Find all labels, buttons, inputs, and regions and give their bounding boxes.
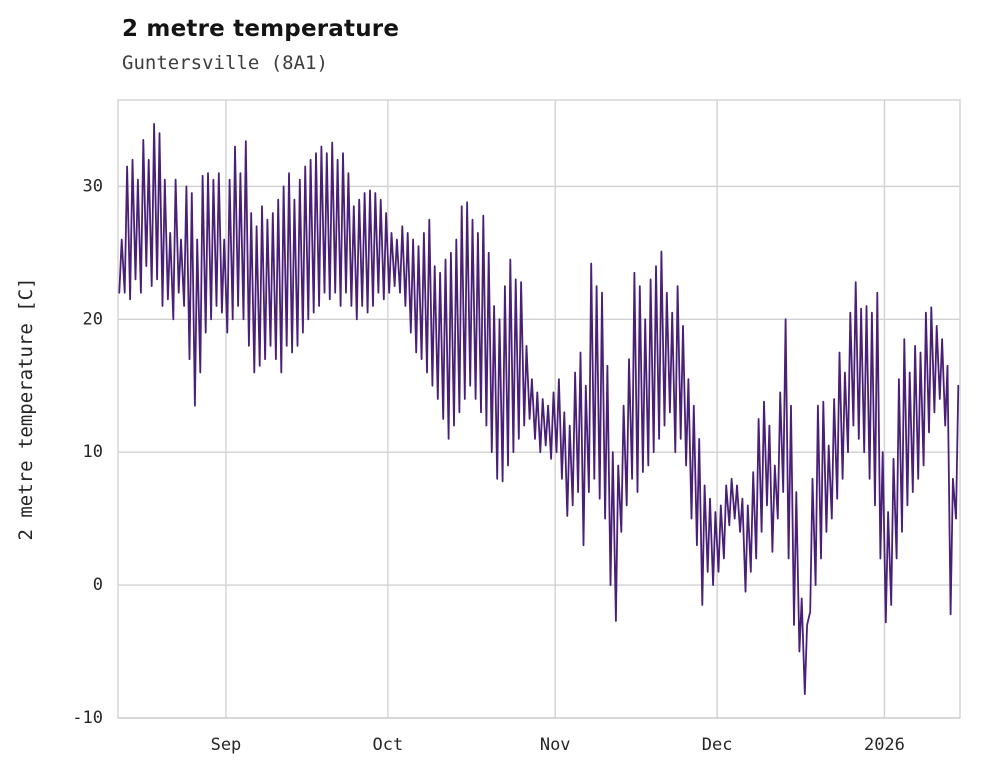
x-tick-label: Sep: [211, 735, 242, 755]
y-tick-label: 20: [83, 309, 103, 329]
y-tick-label: -10: [72, 708, 103, 728]
x-tick-label: Nov: [540, 735, 571, 755]
y-tick-label: 0: [93, 575, 103, 595]
y-tick-label: 10: [83, 442, 103, 462]
temperature-line: [118, 123, 960, 695]
x-tick-label: 2026: [864, 735, 905, 755]
plot-border: [117, 99, 961, 719]
y-tick-label: 30: [83, 176, 103, 196]
y-axis-label: 2 metre temperature [C]: [15, 277, 37, 540]
x-tick-label: Dec: [702, 735, 733, 755]
chart-title: 2 metre temperature: [122, 16, 400, 42]
x-tick-label: Oct: [373, 735, 404, 755]
chart-subtitle: Guntersville (8A1): [122, 52, 328, 74]
